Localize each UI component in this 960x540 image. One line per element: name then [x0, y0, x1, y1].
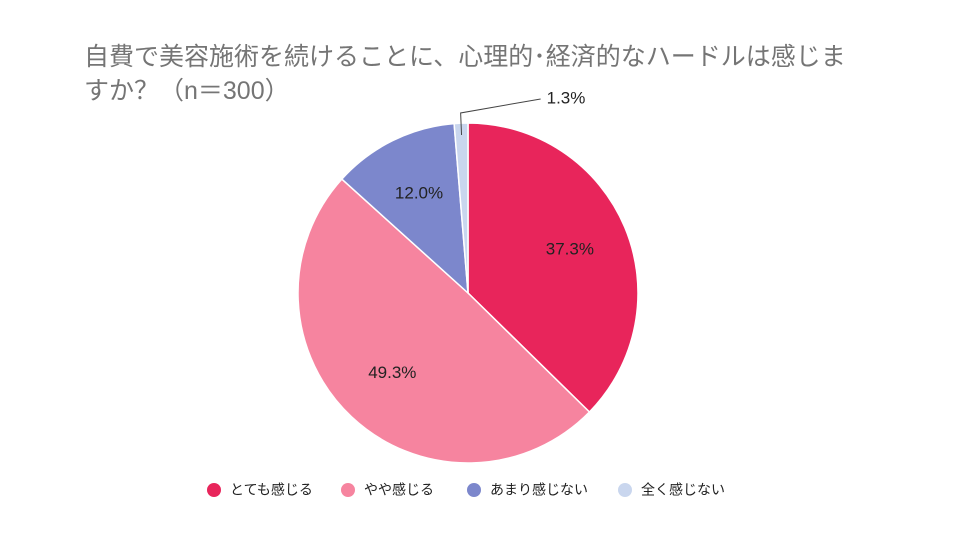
leader-line: [460, 98, 541, 136]
legend-label: 全く感じない: [641, 482, 725, 498]
legend-label: あまり感じない: [490, 482, 588, 498]
data-label: 1.3%: [547, 88, 586, 107]
legend-swatch: [618, 483, 632, 497]
legend-swatch: [467, 483, 481, 497]
chart-title: 自費で美容施術を続けることに、心理的･経済的なハードルは感じますか？（n＝300…: [84, 43, 846, 105]
data-label: 37.3%: [546, 240, 594, 259]
pie-slice: [467, 122, 639, 414]
legend-label: とても感じる: [230, 482, 313, 498]
data-label: 12.0%: [395, 183, 443, 202]
pie-slice: [297, 178, 591, 464]
legend-label: やや感じる: [364, 482, 434, 498]
pie-slice: [340, 122, 469, 295]
legend-swatch: [207, 483, 221, 497]
legend-swatch: [341, 483, 355, 497]
data-label: 49.3%: [368, 363, 416, 382]
